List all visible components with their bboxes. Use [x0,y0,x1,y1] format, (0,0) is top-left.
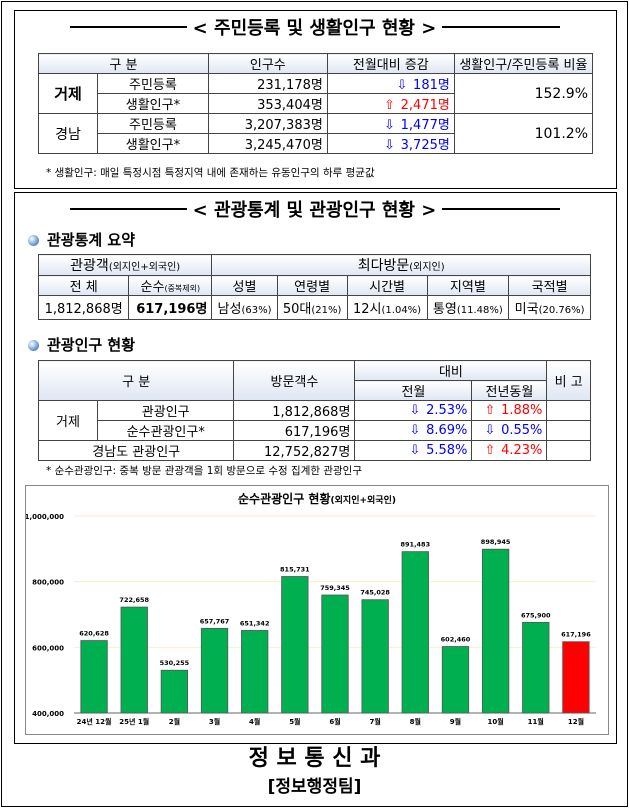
table-row: 경남도 관광인구 12,752,827명 ⇩ 5.58% ⇧ 4.23% [37,440,591,461]
data-label: 745,028 [360,589,390,597]
x-tick-label: 8월 [410,717,421,726]
bar [562,641,590,714]
arrow-up-icon: ⇧ [484,443,496,458]
chart-title: 순수관광인구 현황(외지인+외국인) [238,492,396,506]
table-row: 경남 주민등록 3,207,383명 ⇩ 1,477명 101.2% [38,113,594,154]
data-label: 620,628 [79,630,109,638]
population-title: < 주민등록 및 생활인구 현황 > [0,14,629,40]
data-label: 675,900 [521,611,551,619]
bar [160,669,189,714]
bar [481,548,510,714]
arrow-down-icon: ⇩ [396,78,408,93]
x-tick-label: 6월 [329,717,340,726]
x-tick-label: 7월 [369,717,380,726]
bar [241,630,269,714]
data-label: 530,255 [160,659,190,667]
table-row: 순수관광인구* 617,196명 ⇩ 8.69% ⇩ 0.55% [39,420,591,441]
bar [361,599,389,714]
chart-container: 순수관광인구 현황(외지인+외국인) 400,000 600,000 800,000… [25,485,609,735]
bar-chart: 400,000 600,000 800,000 1,000,000 620,628 24년… [25,513,596,726]
table-row: 생활인구* 3,245,470명 ⇩ 3,725명 [39,133,593,154]
summary-heading: 관광통계 요약 [28,229,135,250]
header-change: 전월대비 증감 [326,53,455,74]
x-tick-label: 24년 12월 [77,717,112,726]
arrow-up-icon: ⇧ [384,98,395,113]
population-table: 구 분 인구수 전월대비 증감 생활인구/주민등록 비율 거제 주민등록 231,178명… [38,53,594,154]
bar [80,640,108,714]
tourism-title: < 관광통계 및 관광인구 현황 > [0,196,629,222]
tourism-section [14,192,617,744]
table-row: 거제 주민등록 231,178명 ⇩ 181명 152.9% [38,73,594,114]
data-label: 617,196 [561,631,591,639]
x-tick-label: 5월 [289,717,300,726]
bullet-icon [28,340,39,351]
status-heading: 관광인구 현황 [28,334,135,355]
x-tick-label: 9월 [450,717,461,726]
x-tick-label: 2월 [169,717,180,726]
population-note: * 생활인구: 매일 특정시점 특정지역 내에 존재하는 유동인구의 하루 평균… [46,167,375,179]
header-ratio: 생활인구/주민등록 비율 [453,53,594,74]
arrow-down-icon: ⇩ [384,138,395,153]
y-tick-label: 400,000 [32,710,64,718]
x-tick-label: 10월 [488,717,504,726]
header-population: 인구수 [207,53,328,74]
data-label: 602,460 [441,636,471,644]
status-table: 구 분 방문객수 대비 비 고 전월 전년동월 거제 관광인구 1,812,868명 ⇩ 2.… [37,360,591,461]
data-label: 722,658 [119,596,149,604]
y-tick-label: 1,000,000 [26,513,64,521]
bar [200,627,229,714]
bar [281,576,309,714]
population-section [14,10,617,189]
bullet-icon [28,235,39,246]
x-tick-label: 3월 [209,717,220,726]
arrow-down-icon: ⇩ [484,423,496,438]
data-label: 657,767 [200,617,230,625]
team-name: [정보행정팀] [267,777,362,797]
data-label: 891,483 [401,541,431,549]
arrow-down-icon: ⇩ [409,403,421,418]
tourism-note: * 순수관광인구: 중복 방문 관광객을 1회 방문으로 수정 집계한 관광인구 [46,465,362,477]
y-tick-label: 600,000 [32,644,64,652]
x-tick-label: 12월 [568,717,584,726]
table-row: 1,812,868명 617,196명 남성(63%) 50대(21%) 12시(… [37,295,591,320]
department-name: 정 보 통 신 과 [248,746,381,771]
x-tick-label: 4월 [249,717,260,726]
bar [321,594,349,714]
table-row: 거제 관광인구 1,812,868명 ⇩ 2.53% ⇧ 1.88% [38,400,591,441]
x-tick-label: 25년 1월 [119,717,149,726]
bar [120,606,148,714]
summary-table: 관광객(외지인+외국인) 최다방문(외지인) 전 체 순수(중복제외) 성별 연령별 시간… [37,254,591,320]
data-label: 898,945 [481,538,511,546]
arrow-up-icon: ⇧ [484,403,496,418]
data-label: 759,345 [320,584,350,592]
data-label: 651,342 [240,619,270,627]
bar [522,622,550,714]
arrow-down-icon: ⇩ [409,443,421,458]
x-tick-label: 11월 [528,717,544,726]
table-row: 생활인구* 353,404명 ⇧ 2,471명 [39,93,593,114]
header-category: 구 분 [38,53,209,74]
bar [401,551,429,714]
arrow-down-icon: ⇩ [384,118,395,133]
bar [441,646,470,714]
data-label: 815,731 [280,566,310,574]
y-tick-label: 800,000 [32,579,64,587]
arrow-down-icon: ⇩ [409,423,421,438]
